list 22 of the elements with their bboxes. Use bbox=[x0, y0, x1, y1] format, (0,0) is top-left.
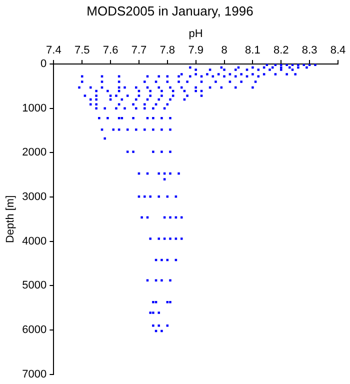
x-tick-label: 8.4 bbox=[330, 44, 346, 56]
y-tick-label: 0 bbox=[40, 58, 47, 70]
x-tick-label: 8.3 bbox=[302, 44, 318, 56]
y-axis-title: Depth [m] bbox=[4, 195, 17, 244]
x-tick-label: 7.5 bbox=[74, 44, 90, 56]
x-tick-label: 8.2 bbox=[273, 44, 289, 56]
x-tick-label: 7.8 bbox=[160, 44, 176, 56]
y-tick-label: 2000 bbox=[22, 146, 47, 159]
y-tick-label: 7000 bbox=[22, 368, 47, 380]
x-tick-label: 8 bbox=[221, 44, 228, 56]
chart-title: MODS2005 in January, 1996 bbox=[86, 3, 254, 18]
x-tick-label: 8.1 bbox=[245, 44, 260, 56]
x-tick-label: 7.9 bbox=[188, 44, 204, 56]
x-tick-label: 7.7 bbox=[131, 44, 147, 56]
y-tick-label: 4000 bbox=[22, 235, 47, 248]
x-axis-title: pH bbox=[188, 28, 203, 40]
x-tick-label: 7.4 bbox=[46, 44, 62, 56]
y-tick-label: 6000 bbox=[22, 324, 47, 336]
x-tick-label: 7.6 bbox=[102, 44, 118, 56]
y-tick-label: 3000 bbox=[22, 191, 47, 204]
y-tick-label: 5000 bbox=[22, 280, 47, 292]
y-tick-label: 1000 bbox=[22, 102, 47, 114]
